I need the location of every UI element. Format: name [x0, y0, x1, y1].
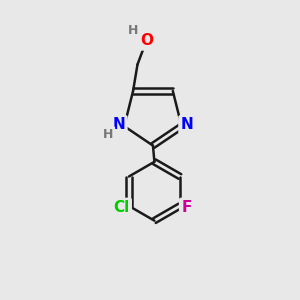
Text: O: O [140, 33, 153, 48]
Text: N: N [181, 117, 193, 132]
Text: H: H [128, 24, 138, 37]
Text: F: F [181, 200, 192, 215]
Text: H: H [103, 128, 113, 141]
Text: Cl: Cl [113, 200, 130, 215]
Text: N: N [112, 117, 125, 132]
